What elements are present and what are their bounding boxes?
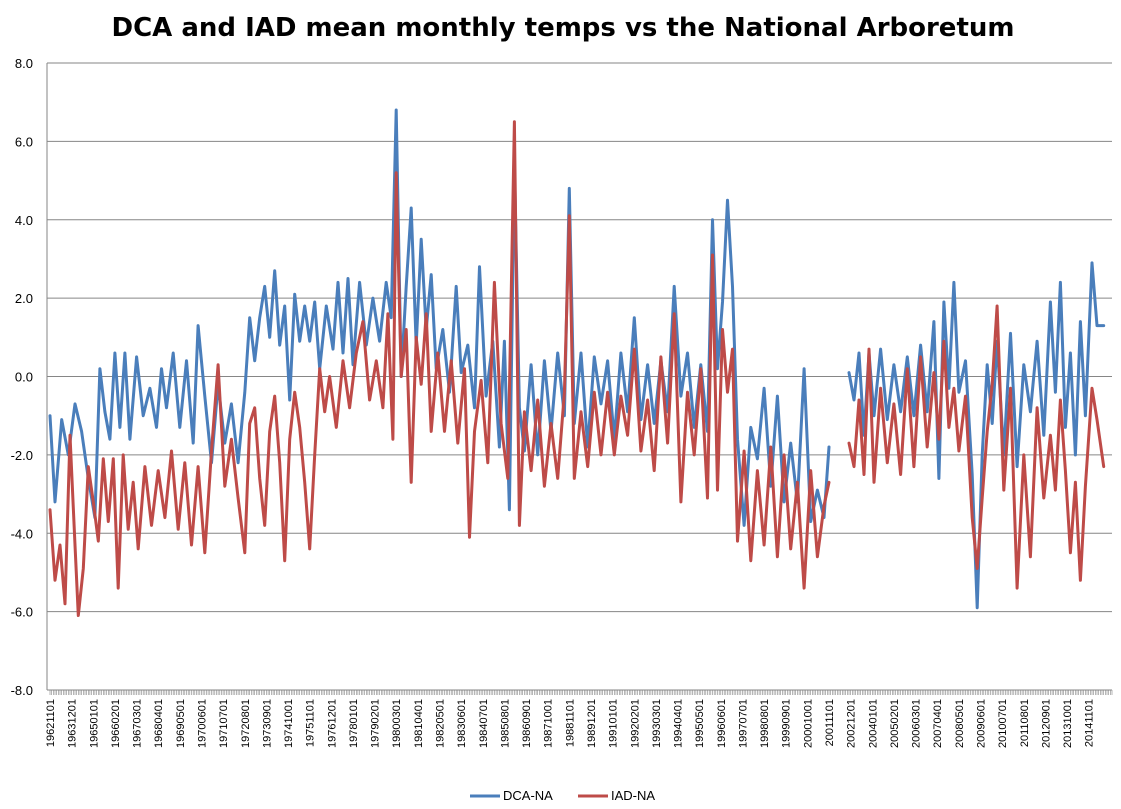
x-tick-label: 20070401 (932, 699, 944, 748)
x-tick-label: 20131001 (1062, 699, 1074, 748)
x-tick-label: 19680401 (153, 699, 165, 748)
x-tick-label: 19761201 (326, 699, 338, 748)
x-tick-label: 20050201 (889, 699, 901, 748)
x-tick-label: 19810401 (413, 699, 425, 748)
x-tick-label: 19690501 (175, 699, 187, 748)
x-tick-label: 19780101 (348, 699, 360, 748)
x-tick-label: 19820501 (435, 699, 447, 748)
y-tick-label: -8.0 (11, 683, 33, 698)
x-tick-label: 20110801 (1019, 699, 1031, 747)
x-tick-label: 20021201 (846, 699, 858, 748)
x-tick-label: 19650101 (88, 699, 100, 748)
x-tick-label: 19751101 (305, 699, 317, 747)
x-tick-label: 19741001 (283, 699, 295, 748)
x-tick-label: 19670301 (132, 699, 144, 748)
x-tick-label: 19860901 (521, 699, 533, 748)
x-tick-label: 19910101 (608, 699, 620, 748)
x-tick-label: 19930301 (651, 699, 663, 748)
x-tick-label: 19891201 (586, 699, 598, 748)
x-tick-label: 19980801 (759, 699, 771, 748)
y-tick-label: 2.0 (15, 291, 33, 306)
x-tick-label: 19881101 (564, 699, 576, 747)
x-tick-label: 19800301 (391, 699, 403, 748)
x-tick-label: 20141101 (1084, 699, 1096, 747)
legend: DCA-NA IAD-NA (470, 788, 655, 803)
y-tick-label: 6.0 (15, 134, 33, 149)
x-tick-label: 19950501 (694, 699, 706, 748)
x-tick-label: 19790201 (370, 699, 382, 748)
x-tick-label: 20090601 (976, 699, 988, 748)
x-tick-label: 19720801 (240, 699, 252, 748)
y-tick-label: -6.0 (11, 605, 33, 620)
series-line-iad (48, 120, 1106, 617)
legend-label: IAD-NA (611, 788, 655, 803)
x-tick-label: 19871001 (543, 699, 555, 748)
x-tick-label: 19840701 (478, 699, 490, 748)
legend-label: DCA-NA (503, 788, 553, 803)
x-tick-label: 19621101 (45, 699, 57, 747)
chart-title: DCA and IAD mean monthly temps vs the Na… (112, 13, 1015, 43)
x-tick-label: 19940401 (673, 699, 685, 748)
x-tick-label: 19920201 (629, 699, 641, 748)
x-tick-label: 19830601 (456, 699, 468, 748)
x-tick-label: 20080501 (954, 699, 966, 748)
x-tick-label: 19631201 (67, 699, 79, 748)
x-tick-label: 20001001 (802, 699, 814, 748)
x-tick-label: 20120901 (1040, 699, 1052, 748)
y-tick-label: 4.0 (15, 213, 33, 228)
series-line-dca (48, 108, 1106, 610)
x-tick-label: 19970701 (738, 699, 750, 748)
x-tick-label: 19990901 (781, 699, 793, 748)
x-tick-label: 19700601 (197, 699, 209, 748)
x-tick-label: 20040101 (867, 699, 879, 748)
y-tick-label: -2.0 (11, 448, 33, 463)
x-tick-label: 19710701 (218, 699, 230, 748)
series-group (48, 108, 1106, 617)
x-tick-label: 20011101 (824, 699, 836, 746)
y-axis: 8.0 6.0 4.0 2.0 0.0 -2.0 -4.0 -6.0 -8.0 (11, 56, 48, 698)
x-tick-label: 20060301 (911, 699, 923, 748)
x-tick-label: 19730901 (261, 699, 273, 748)
y-tick-label: -4.0 (11, 526, 33, 541)
x-axis: 19621101 19631201 19650101 19660201 19670301… (45, 689, 1113, 748)
x-tick-label: 19960601 (716, 699, 728, 748)
y-tick-label: 8.0 (15, 56, 33, 71)
x-tick-label: 20100701 (997, 699, 1009, 748)
x-tick-label: 19660201 (110, 699, 122, 748)
x-tick-marks (49, 690, 1113, 695)
y-tick-label: 0.0 (15, 370, 33, 385)
x-tick-label: 19850801 (499, 699, 511, 748)
